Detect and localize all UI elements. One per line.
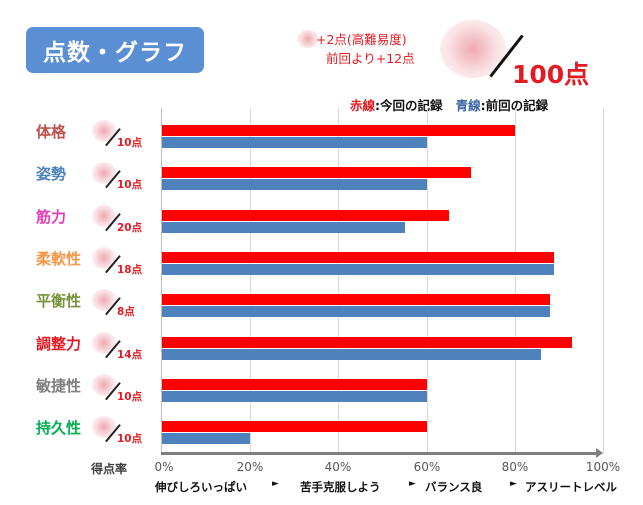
bar-previous — [162, 390, 427, 402]
bar-previous — [162, 263, 554, 275]
bar-current — [162, 336, 572, 348]
bar-current — [162, 209, 449, 221]
page-title: 点数・グラフ — [26, 27, 204, 73]
level-label: 苦手克服しよう — [300, 480, 381, 494]
category-label: 平衡性 — [36, 292, 82, 311]
difficulty-bonus-note: +2点(高難易度) — [316, 32, 407, 47]
bar-previous — [162, 221, 405, 233]
bar-previous — [162, 179, 427, 191]
x-tick-label: 100% — [585, 460, 621, 474]
category-max-points: 10点 — [117, 433, 143, 446]
x-tick-label: 40% — [324, 460, 352, 474]
level-label: バランス良 — [425, 480, 483, 494]
level-label: アスリートレベル — [525, 480, 617, 494]
x-axis-arrow-icon — [596, 448, 603, 458]
chart-legend: 赤線:今回の記録 青線:前回の記録 — [350, 95, 548, 114]
category-max-points: 14点 — [117, 348, 143, 361]
level-label: 伸びしろいっぱい — [155, 480, 247, 494]
bar-current — [162, 421, 427, 433]
redacted-blur — [92, 162, 116, 185]
gridline — [250, 108, 251, 454]
x-tick-label: 0% — [154, 460, 174, 474]
redacted-blur — [92, 289, 116, 312]
category-max-points: 20点 — [117, 221, 143, 234]
legend-current-text: :今回の記録 — [375, 98, 443, 113]
category-label: 柔軟性 — [36, 249, 82, 268]
redacted-blur — [92, 416, 116, 439]
redacted-blur — [297, 30, 319, 48]
gridline — [427, 108, 428, 454]
category-max-points: 10点 — [117, 390, 143, 403]
category-label: 調整力 — [36, 334, 82, 353]
x-tick-label: 80% — [501, 460, 529, 474]
bar-current — [162, 294, 550, 306]
x-tick-label: 60% — [413, 460, 441, 474]
redacted-blur — [92, 331, 116, 354]
bar-current — [162, 251, 554, 263]
category-label: 姿勢 — [36, 165, 67, 184]
gridline — [515, 108, 516, 454]
redacted-blur — [92, 246, 116, 269]
category-max-points: 10点 — [117, 179, 143, 192]
x-axis-name: 得点率 — [91, 462, 128, 476]
gridline — [338, 108, 339, 454]
x-tick-label: 20% — [236, 460, 264, 474]
gridline — [603, 108, 604, 454]
category-label: 筋力 — [36, 207, 67, 226]
triangle-right-icon: ► — [272, 479, 279, 489]
score-change-note: 前回より+12点 — [326, 51, 415, 66]
category-label: 持久性 — [36, 419, 82, 438]
bar-current — [162, 125, 515, 136]
legend-previous-color: 青線 — [455, 98, 481, 113]
legend-previous-text: :前回の記録 — [480, 98, 549, 113]
bar-previous — [162, 306, 550, 318]
category-label: 体格 — [36, 123, 67, 141]
category-max-points: 18点 — [117, 263, 143, 276]
redacted-blur — [92, 204, 116, 227]
bar-previous — [162, 348, 541, 360]
triangle-right-icon: ► — [409, 479, 416, 489]
bar-current — [162, 378, 427, 390]
category-label: 敏捷性 — [36, 376, 82, 395]
y-axis — [161, 108, 162, 454]
category-max-points: 8点 — [117, 306, 135, 319]
triangle-right-icon: ► — [510, 479, 517, 489]
redacted-blur — [92, 120, 116, 142]
bar-previous — [162, 137, 427, 148]
bar-current — [162, 167, 471, 179]
legend-current-color: 赤線 — [350, 98, 376, 113]
total-score: 100点 — [512, 60, 590, 89]
redacted-blur — [92, 373, 116, 396]
bar-previous — [162, 433, 250, 445]
category-max-points: 10点 — [117, 137, 143, 149]
x-axis — [161, 452, 598, 455]
